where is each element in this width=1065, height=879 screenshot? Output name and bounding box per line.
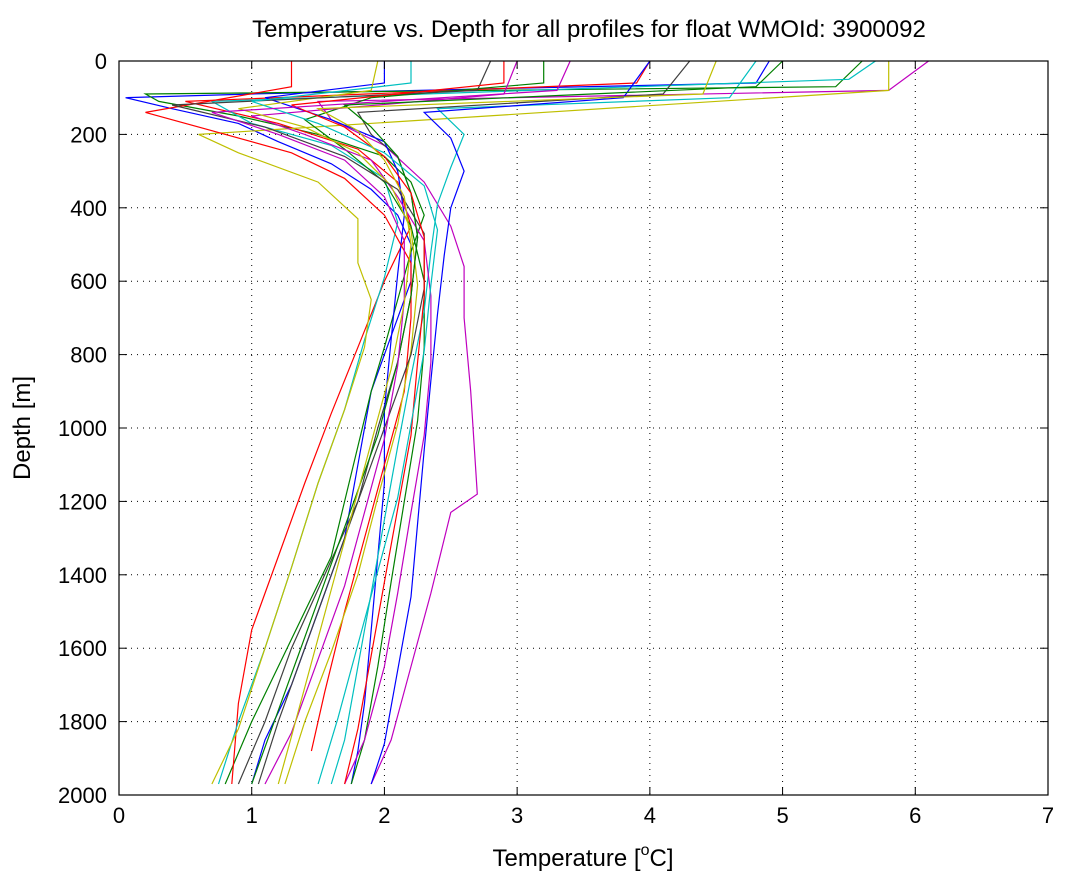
y-tick-label: 600 [70,269,107,294]
x-tick-label: 0 [113,803,125,828]
y-tick-label: 1600 [58,636,107,661]
y-tick-label: 1000 [58,416,107,441]
temperature-profile-line [251,60,784,785]
x-tick-label: 4 [644,803,656,828]
grid-lines [119,61,1048,795]
x-tick-labels: 0 1 2 3 4 5 6 7 [113,803,1054,828]
temperature-profile-line [370,60,651,785]
y-tick-label: 400 [70,196,107,221]
x-axis-title: Temperature [oC] [493,842,674,872]
x-axis-title-main: Temperature [ [493,845,641,872]
y-tick-label: 2000 [58,783,107,808]
x-tick-label: 1 [246,803,258,828]
x-tick-label: 2 [378,803,390,828]
y-tick-label: 1200 [58,489,107,514]
x-tick-label: 3 [511,803,523,828]
y-tick-label: 1800 [58,710,107,735]
y-tick-label: 0 [95,49,107,74]
temperature-profile-line [185,60,651,785]
x-axis-title-superscript: o [641,842,650,859]
y-tick-label: 800 [70,343,107,368]
temperature-profile-line [316,60,929,785]
temperature-profile-line [145,61,412,752]
temperature-profile-line [277,60,717,785]
temperature-profile-line [264,61,405,785]
temperature-profile-line [238,60,419,785]
x-tick-label: 7 [1042,803,1054,828]
temperature-profile-line [251,60,518,785]
axis-ticks [118,60,1049,796]
data-series-group [125,60,929,785]
temperature-profile-line [330,60,757,785]
temperature-profile-line [198,61,890,785]
x-tick-label: 5 [776,803,788,828]
y-tick-label: 200 [70,122,107,147]
y-tick-label: 1400 [58,563,107,588]
chart-title: Temperature vs. Depth for all profiles f… [252,16,926,43]
y-tick-labels: 0 200 400 600 800 1000 1200 1400 1600 1800 2000 [58,49,107,808]
x-tick-label: 6 [909,803,921,828]
temperature-profile-line [291,61,505,785]
x-axis-title-end: C] [649,845,673,872]
y-axis-title: Depth [m] [9,376,36,480]
